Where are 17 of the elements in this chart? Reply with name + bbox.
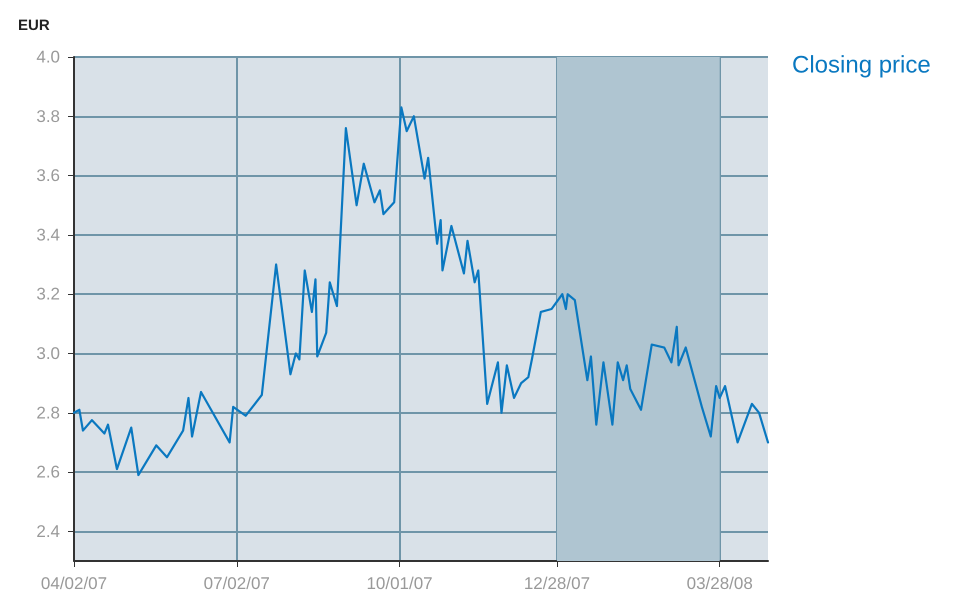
y-tick-label: 3.8	[36, 106, 60, 126]
x-tick-label: 10/01/07	[366, 574, 433, 593]
x-tick-label: 03/28/08	[686, 574, 753, 593]
x-tick-label: 07/02/07	[204, 574, 270, 593]
y-tick-label: 3.4	[36, 225, 60, 244]
y-tick-label: 2.6	[36, 462, 60, 482]
x-tick-label: 04/02/07	[40, 574, 108, 593]
y-tick-label: 3.0	[36, 344, 60, 363]
y-tick-label: 3.2	[36, 284, 60, 304]
y-tick-label: 2.4	[36, 522, 60, 541]
line-series	[72, 106, 770, 476]
x-tick-label: 12/28/07	[524, 574, 590, 593]
y-tick-label: 4.0	[36, 48, 60, 66]
y-axis-title: EUR	[18, 17, 50, 34]
text: Closing price	[792, 52, 931, 78]
y-tick-label: 2.8	[36, 403, 60, 422]
y-tick-label: 3.6	[36, 166, 60, 186]
